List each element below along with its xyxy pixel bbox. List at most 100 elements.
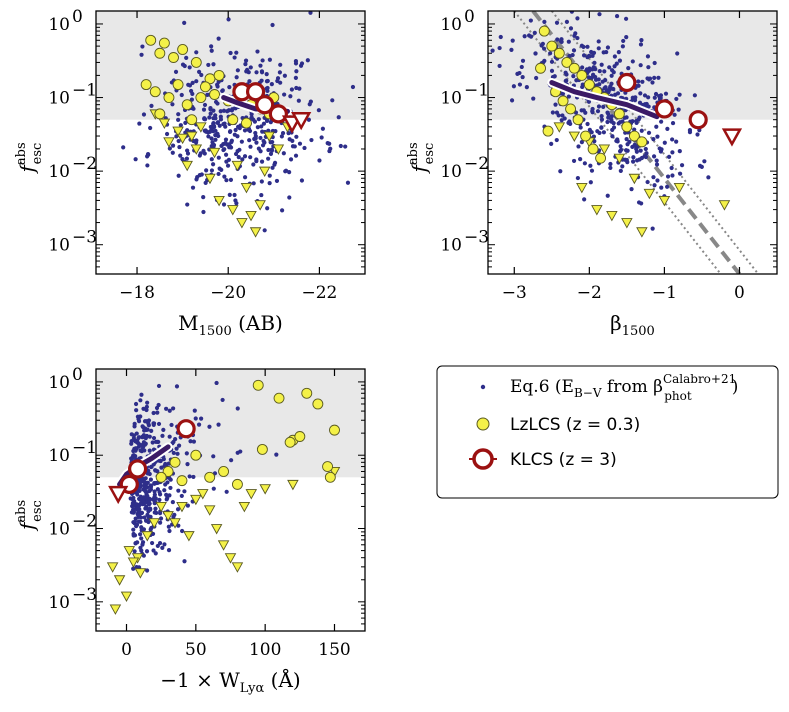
dot-point xyxy=(167,408,172,413)
dot-point xyxy=(175,451,180,456)
dot-point xyxy=(596,104,602,109)
dot-point xyxy=(171,450,176,456)
dot-point xyxy=(617,58,623,63)
dot-point xyxy=(237,147,242,152)
dot-point xyxy=(213,137,218,142)
lzlcs-circles xyxy=(155,379,340,490)
dot-point xyxy=(255,125,260,130)
dot-point xyxy=(206,134,211,139)
dot-point xyxy=(189,88,194,94)
dot-point xyxy=(260,143,266,148)
dot-point xyxy=(305,58,310,63)
dot-point xyxy=(218,109,223,114)
dot-point xyxy=(618,144,623,149)
lzlcs-triangle xyxy=(240,183,253,194)
dot-point xyxy=(226,142,232,147)
dot-point xyxy=(559,37,564,42)
dot-point xyxy=(652,95,657,100)
dot-point xyxy=(221,202,227,207)
dot-point xyxy=(156,402,161,408)
dot-point xyxy=(654,162,660,167)
lzlcs-triangle xyxy=(190,494,202,506)
dot-point xyxy=(481,37,485,41)
dot-point xyxy=(162,488,167,493)
lzlcs-circle xyxy=(580,130,592,142)
dot-point xyxy=(325,140,330,146)
dot-point xyxy=(259,179,264,184)
dot-point xyxy=(600,79,605,84)
dot-point xyxy=(665,126,670,131)
lzlcs-triangle xyxy=(185,131,198,142)
dot-point xyxy=(654,158,659,163)
dot-point xyxy=(133,401,139,407)
dot-point xyxy=(184,451,189,456)
lzlcs-triangle xyxy=(158,118,171,129)
dot-point xyxy=(288,94,293,99)
dot-point xyxy=(247,138,252,143)
dot-point xyxy=(564,72,569,77)
dot-point xyxy=(243,58,249,63)
dot-point xyxy=(193,416,198,421)
lzlcs-triangle xyxy=(259,484,271,495)
dot-point xyxy=(235,134,240,139)
dot-point xyxy=(650,226,655,231)
dot-point xyxy=(176,443,182,448)
dot-point xyxy=(259,159,265,164)
dot-point xyxy=(248,144,253,149)
dot-point xyxy=(199,416,204,421)
dot-point xyxy=(252,136,257,142)
lzlcs-circle xyxy=(181,99,193,111)
lzlcs-triangle xyxy=(245,210,257,222)
lzlcs-circle xyxy=(190,56,202,68)
dot-point xyxy=(187,474,192,479)
x-tick-label: −3 xyxy=(502,283,527,303)
dot-point xyxy=(198,151,203,156)
dot-point xyxy=(620,44,625,49)
lzlcs-circle xyxy=(162,466,174,477)
dot-point xyxy=(258,135,263,141)
dot-point xyxy=(259,124,264,129)
dot-point xyxy=(175,507,181,512)
dot-point xyxy=(164,497,169,502)
dot-point xyxy=(702,159,707,164)
dot-point xyxy=(155,410,160,415)
dot-point xyxy=(142,428,147,433)
y-axis-label: fabsesc xyxy=(14,142,45,174)
lzlcs-triangle xyxy=(181,160,193,172)
dot-point xyxy=(542,58,547,63)
dot-point xyxy=(136,419,142,424)
dot-point xyxy=(143,506,148,511)
dot-point xyxy=(498,34,503,40)
dot-point xyxy=(183,120,188,125)
dot-point xyxy=(207,424,212,429)
dot-point xyxy=(608,165,613,171)
lzlcs-triangle xyxy=(236,218,248,229)
dot-point xyxy=(190,80,195,85)
lzlcs-circle xyxy=(561,56,573,68)
dot-point xyxy=(652,183,657,188)
dot-point xyxy=(143,441,148,446)
dot-point xyxy=(626,65,631,71)
dotted-line-2 xyxy=(513,11,722,274)
lzlcs-triangle xyxy=(217,540,230,551)
dot-point xyxy=(293,61,299,66)
dot-point xyxy=(571,48,577,53)
dot-point xyxy=(634,118,639,124)
dot-point xyxy=(160,545,165,550)
lzlcs-triangle xyxy=(183,531,195,542)
dot-point xyxy=(265,78,270,84)
y-tick-label: 10 xyxy=(48,373,70,393)
dot-point xyxy=(306,117,311,122)
dot-point xyxy=(293,75,298,80)
dot-point xyxy=(659,147,664,152)
lzlcs-triangle xyxy=(113,575,126,586)
dot-point xyxy=(264,72,269,77)
dot-point xyxy=(218,114,223,119)
dot-point xyxy=(185,503,190,508)
x-tick-label: −2 xyxy=(577,283,602,303)
lzlcs-circle xyxy=(195,92,207,103)
dot-point xyxy=(148,464,154,470)
dot-point xyxy=(219,143,224,148)
dot-point xyxy=(534,75,539,81)
dot-point xyxy=(643,146,648,152)
